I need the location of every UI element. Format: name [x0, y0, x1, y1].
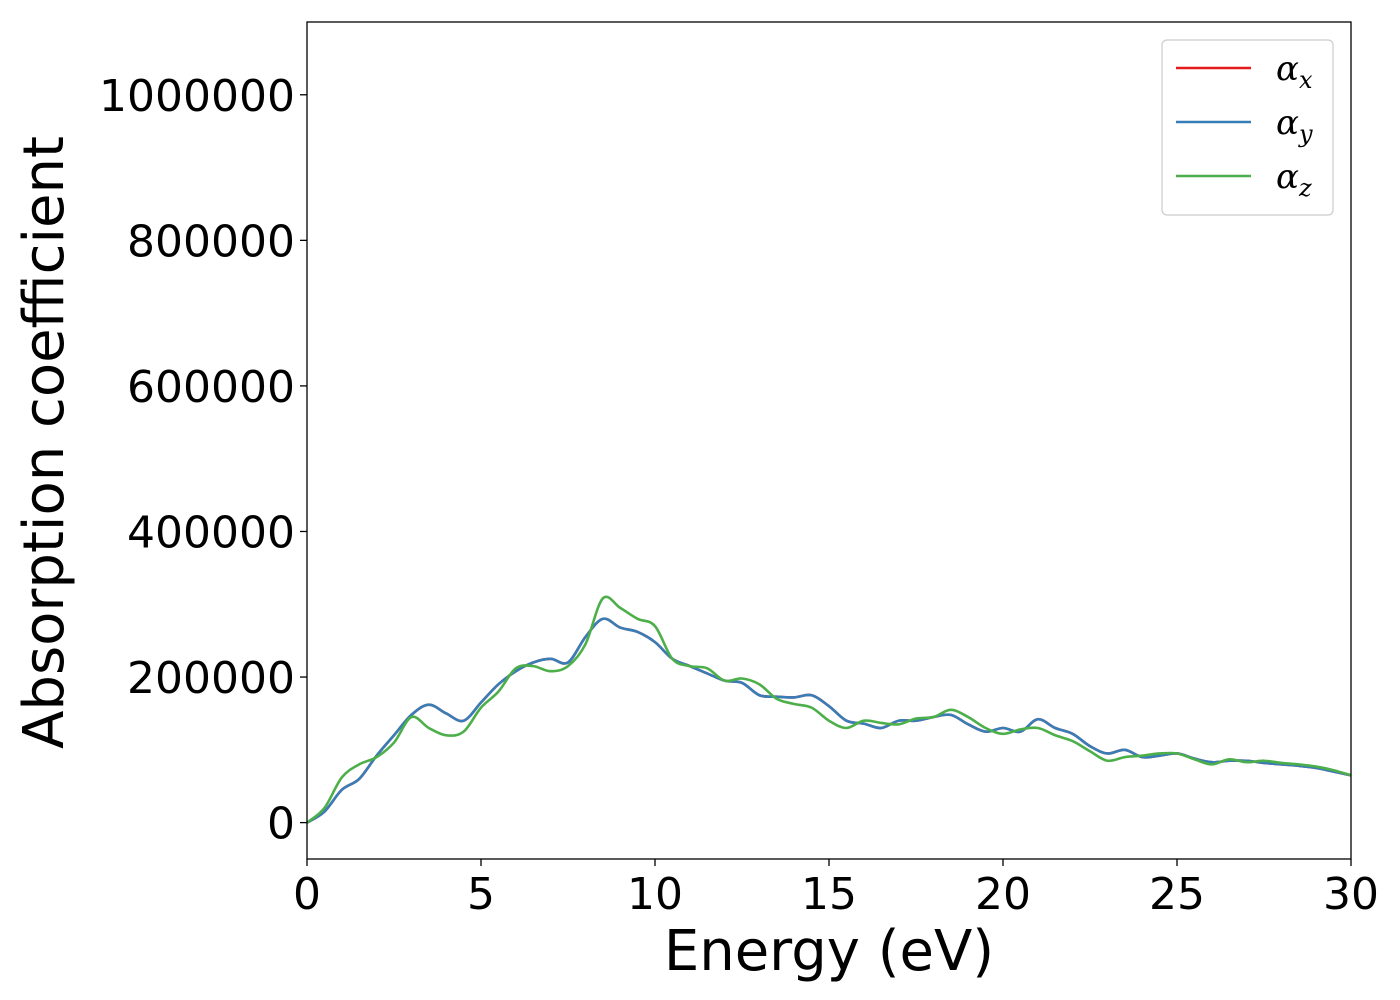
legend-box [1161, 39, 1334, 216]
x-tick-label: 30 [1323, 869, 1379, 920]
x-tick-label: 20 [975, 869, 1031, 920]
y-tick-label: 200000 [127, 653, 295, 704]
series-line-alpha-z [306, 595, 1352, 824]
x-tick-label: 0 [293, 869, 321, 920]
plot-lines [306, 595, 1352, 824]
x-tick-label: 15 [801, 869, 857, 920]
legend: αx αy αz [1161, 39, 1334, 216]
y-tick-label: 0 [267, 799, 295, 850]
x-axis-label: Energy (eV) [664, 919, 994, 984]
y-axis-ticks: 0 200000 400000 600000 800000 1000000 [99, 71, 307, 850]
x-axis-ticks: 0 5 10 15 20 25 30 [293, 859, 1379, 920]
y-axis-label: Absorption coefficient [12, 136, 77, 749]
x-tick-label: 25 [1149, 869, 1205, 920]
legend-label-alpha-x: αx [1276, 49, 1313, 94]
x-tick-label: 10 [627, 869, 683, 920]
x-tick-label: 5 [467, 869, 495, 920]
y-tick-label: 800000 [127, 216, 295, 267]
legend-label-alpha-y: αy [1276, 103, 1313, 148]
y-tick-label: 1000000 [99, 71, 295, 122]
y-tick-label: 600000 [127, 362, 295, 413]
legend-label-alpha-z: αz [1276, 157, 1312, 202]
y-tick-label: 400000 [127, 507, 295, 558]
